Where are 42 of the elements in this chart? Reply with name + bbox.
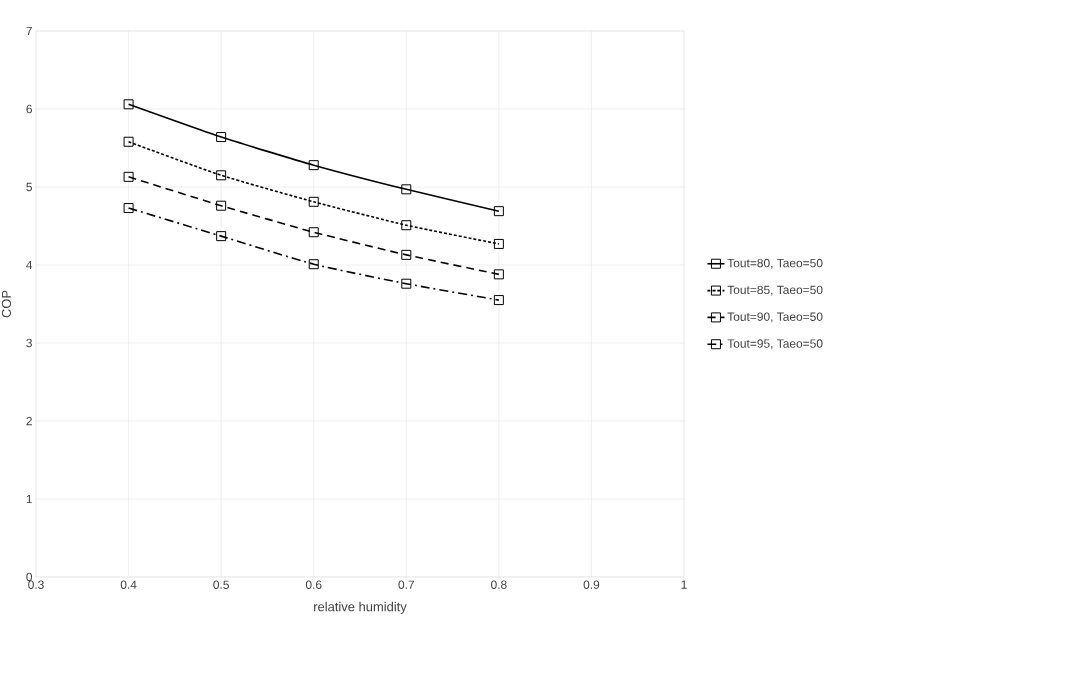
legend-label: Tout=90, Taeo=50 [727,312,823,323]
point [308,196,319,207]
point [216,231,227,242]
point [123,171,134,182]
legend-label: Tout=85, Taeo=50 [727,285,823,296]
point [401,220,412,231]
y-tick-label: 2 [26,416,32,426]
point [493,238,504,249]
x-axis-title: relative humidity [314,601,407,614]
legend-label: Tout=80, Taeo=50 [727,258,823,269]
x-tick-label: 0.3 [28,580,44,589]
point [216,170,227,181]
point [123,136,134,147]
point [308,259,319,270]
y-tick-label: 6 [26,104,32,114]
y-tick-label: 4 [26,260,33,270]
x-tick-label: 0.4 [120,580,137,589]
y-tick-label: 5 [26,182,32,192]
y-axis-title: COP [1,290,11,318]
x-tick-label: 1 [681,580,687,589]
point [401,184,412,195]
legend-label: Tout=95, Taeo=50 [727,339,823,350]
x-tick-label: 0.9 [583,580,600,589]
point [493,269,504,280]
point [216,132,227,143]
point [123,203,134,214]
x-tick-label: 0.8 [491,580,507,589]
point [493,206,504,217]
y-tick-label: 0 [26,572,33,582]
point [216,200,227,211]
x-tick-label: 0.5 [213,580,229,589]
y-tick-label: 7 [26,26,32,36]
point [493,295,504,306]
y-tick-label: 1 [26,494,32,504]
x-tick-label: 0.6 [305,580,322,589]
point [123,99,134,110]
x-tick-label: 0.7 [398,580,414,589]
point [401,278,412,289]
point [401,249,412,260]
point [308,160,319,171]
point [308,227,319,238]
y-tick-label: 3 [26,338,32,348]
